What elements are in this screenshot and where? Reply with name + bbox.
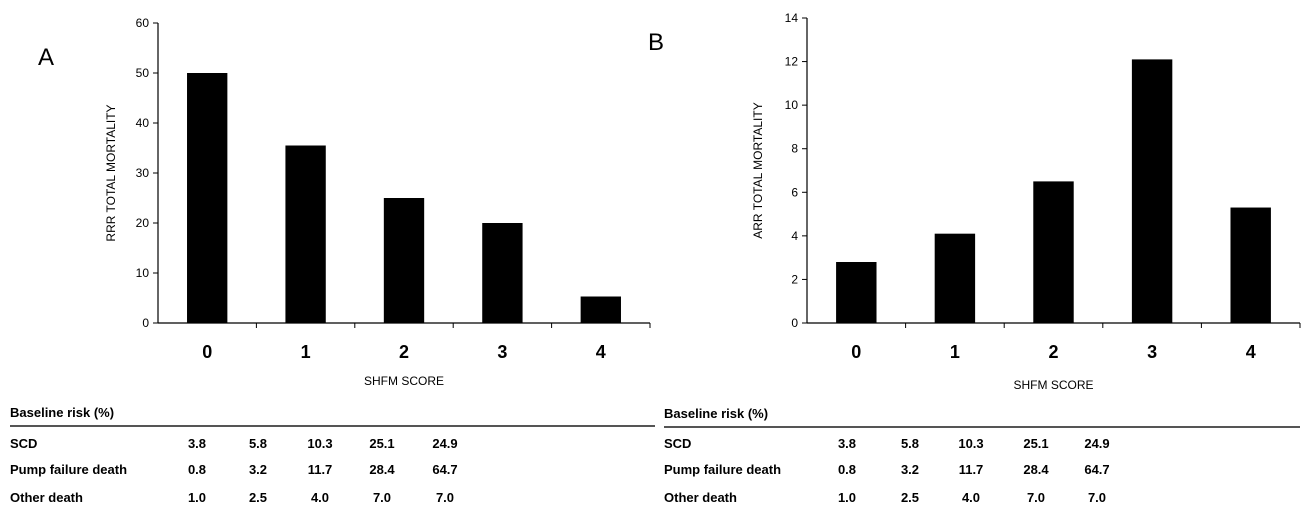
x-tick-label: 2 [399,342,409,362]
y-tick-label: 30 [136,166,150,180]
table-cell: 11.7 [308,462,333,477]
table-cell: 1.0 [838,490,856,505]
panel-label: B [648,29,664,56]
table-cell: 7.0 [1027,490,1045,505]
table-cell: 11.7 [959,462,984,477]
bar [1033,181,1074,323]
table-cell: 25.1 [1023,436,1048,451]
table-cell: 10.3 [958,436,983,451]
table-cell: 24.9 [432,436,457,451]
table-row-label: SCD [10,436,37,451]
y-tick-label: 10 [785,98,799,112]
panel-label: A [38,44,54,71]
table-cell: 2.5 [901,490,919,505]
table-cell: 1.0 [188,490,206,505]
y-tick-label: 8 [791,142,798,156]
table-cell: 0.8 [838,462,856,477]
y-tick-label: 0 [142,316,149,330]
bar [482,223,523,323]
y-tick-label: 4 [791,229,798,243]
y-tick-label: 50 [136,66,150,80]
y-tick-label: 0 [791,316,798,330]
table-row-label: Pump failure death [664,462,781,477]
table-cell: 7.0 [373,490,391,505]
table-row-label: SCD [664,436,691,451]
table-cell: 64.7 [1084,462,1109,477]
table-cell: 3.2 [249,462,267,477]
table-cell: 28.4 [1023,462,1049,477]
x-tick-label: 0 [851,342,861,362]
x-axis-label: SHFM SCORE [364,374,444,388]
y-tick-label: 60 [136,16,150,30]
bar [580,296,621,323]
bar [934,233,976,323]
table-row-label: Other death [664,490,737,505]
table-header: Baseline risk (%) [10,405,114,420]
table-cell: 24.9 [1084,436,1109,451]
table-cell: 4.0 [311,490,329,505]
table-cell: 5.8 [901,436,919,451]
x-tick-label: 0 [202,342,212,362]
y-tick-label: 20 [136,216,150,230]
table-header: Baseline risk (%) [664,406,768,421]
y-tick-label: 12 [785,55,799,69]
y-tick-label: 6 [791,185,798,199]
table-cell: 25.1 [369,436,394,451]
x-tick-label: 4 [1246,342,1256,362]
x-tick-label: 2 [1048,342,1058,362]
y-tick-label: 40 [136,116,150,130]
bar [1131,59,1173,324]
table-cell: 7.0 [436,490,454,505]
table-cell: 2.5 [249,490,267,505]
table-cell: 7.0 [1088,490,1106,505]
bar [285,145,326,323]
x-tick-label: 1 [950,342,960,362]
panel-a: A 0 10 20 30 40 50 60 RRR TOTAL MORTALITY 0 1 2 3 4 SH… [10,16,655,505]
x-tick-label: 1 [301,342,311,362]
table-cell: 3.2 [901,462,919,477]
table-row-label: Other death [10,490,83,505]
x-tick-label: 3 [1147,342,1157,362]
x-tick-label: 3 [497,342,507,362]
table-cell: 0.8 [188,462,206,477]
x-axis-label: SHFM SCORE [1013,378,1093,392]
table-cell: 3.8 [188,436,206,451]
table-cell: 3.8 [838,436,856,451]
y-axis-label: RRR TOTAL MORTALITY [104,104,118,241]
table-row-label: Pump failure death [10,462,127,477]
y-tick-label: 10 [136,266,150,280]
bar [383,198,425,323]
table-cell: 4.0 [962,490,980,505]
x-tick-label: 4 [596,342,606,362]
table-cell: 10.3 [307,436,332,451]
bar [836,262,877,323]
table-cell: 64.7 [432,462,457,477]
y-tick-label: 14 [785,11,799,25]
y-tick-label: 2 [791,272,798,286]
table-cell: 28.4 [369,462,395,477]
bar [187,73,228,323]
table-cell: 5.8 [249,436,267,451]
bar [1230,207,1271,323]
y-axis-label: ARR TOTAL MORTALITY [751,102,765,238]
